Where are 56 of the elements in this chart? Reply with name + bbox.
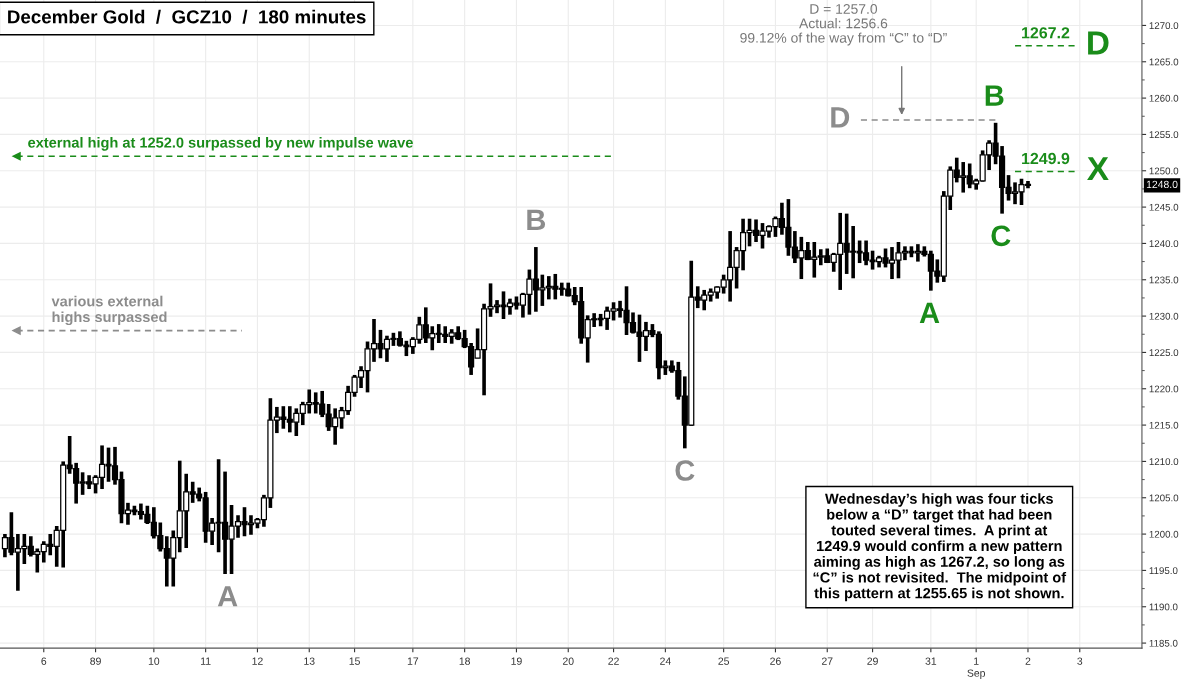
x-tick-label: 3	[1077, 657, 1083, 665]
y-tick-label: 1205.0	[1149, 494, 1179, 502]
ref-line-label: 1249.9	[1022, 152, 1070, 165]
x-tick-label: 1 Sep	[967, 657, 986, 679]
y-tick-label: 1195.0	[1149, 567, 1178, 575]
y-tick-label: 1270.0	[1149, 22, 1179, 30]
annotation: 1248.0	[1146, 180, 1178, 189]
x-tick-label: 15	[349, 657, 360, 665]
y-tick-label: 1245.0	[1149, 203, 1179, 211]
x-tick-label: 11	[201, 657, 211, 665]
annotation: D	[1088, 31, 1109, 55]
y-tick-label: 1215.0	[1149, 421, 1179, 429]
y-tick-label: 1255.0	[1149, 131, 1179, 139]
y-tick-label: 1260.0	[1149, 94, 1179, 102]
annotation: Wednesday’s high was four ticks below a “D” target that had been touted several times. A print at 1249.9 would confirm a new pattern aiming as high as 1267.2, so long as “C” is not revisited. The midpoint of this pattern at 1255.65 is not shown.	[813, 493, 1067, 602]
y-tick-label: 1200.0	[1149, 530, 1179, 538]
chart-title: December Gold / GCZ10 / 180 minutes	[8, 9, 366, 24]
x-tick-label: 10	[148, 657, 160, 665]
annotation: B	[527, 209, 546, 230]
ref-line-label: various external highs surpassed	[51, 295, 167, 326]
y-tick-label: 1250.0	[1149, 167, 1179, 175]
y-tick-label: 1240.0	[1149, 240, 1179, 248]
ref-line-label: D	[831, 107, 850, 128]
y-tick-label: 1210.0	[1149, 458, 1179, 466]
y-tick-label: 1265.0	[1149, 58, 1179, 66]
x-tick-label: 19	[511, 657, 522, 665]
annotation: D = 1257.0 Actual: 1256.6 99.12% of the way from “C” to “D”	[740, 4, 947, 46]
x-tick-label: 22	[608, 657, 619, 665]
y-tick-label: 1235.0	[1149, 276, 1179, 284]
annotation: A	[919, 302, 940, 323]
x-tick-label: 25	[718, 657, 730, 665]
x-tick-label: 20	[562, 657, 574, 665]
x-tick-label: 2	[1025, 657, 1031, 665]
x-tick-label: 26	[770, 657, 781, 665]
x-tick-label: 17	[407, 657, 419, 665]
x-tick-label: 24	[660, 657, 671, 665]
y-tick-label: 1190.0	[1149, 603, 1178, 611]
annotation: C	[991, 225, 1011, 247]
annotation: X	[1087, 157, 1109, 181]
x-tick-label: 29	[867, 657, 878, 665]
ref-line-label: external high at 1252.0 surpassed by new impulse wave	[28, 137, 413, 151]
x-tick-label: 12	[252, 657, 263, 665]
x-tick-label: 89	[90, 657, 101, 665]
y-tick-label: 1220.0	[1149, 385, 1179, 393]
y-tick-label: 1185.0	[1149, 639, 1178, 647]
y-tick-label: 1230.0	[1149, 312, 1179, 320]
x-tick-label: 13	[304, 657, 315, 665]
annotation: C	[675, 460, 695, 481]
ref-line-label: 1267.2	[1022, 27, 1070, 39]
annotation: A	[217, 586, 238, 607]
x-tick-label: 31	[925, 657, 937, 665]
y-tick-label: 1225.0	[1149, 349, 1179, 357]
annotation: B	[985, 85, 1004, 106]
x-tick-label: 6	[41, 657, 47, 665]
x-tick-label: 27	[821, 657, 833, 665]
x-tick-label: 18	[459, 657, 470, 665]
